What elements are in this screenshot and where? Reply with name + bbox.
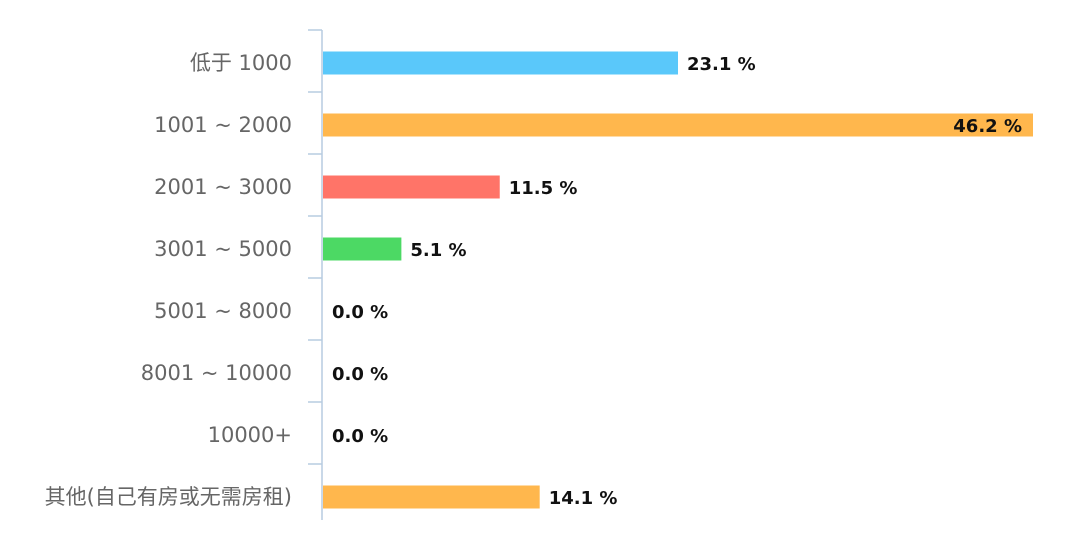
data-label: 0.0 % [332, 302, 388, 323]
bar [323, 113, 1033, 137]
bar [323, 237, 402, 261]
bars [323, 51, 1033, 509]
data-label: 23.1 % [687, 54, 756, 75]
value-labels: 23.1 % 46.2 % 11.5 % 5.1 % 0.0 % 0.0 % 0.0 % 14… [332, 54, 1022, 509]
category-label: 3001 ~ 5000 [154, 237, 292, 261]
category-axis [308, 29, 323, 520]
data-label: 0.0 % [332, 426, 388, 447]
data-label: 0.0 % [332, 364, 388, 385]
category-label: 其他(自己有房或无需房租) [45, 485, 292, 509]
data-label: 14.1 % [549, 488, 618, 509]
category-label: 低于 1000 [190, 51, 292, 75]
data-label: 5.1 % [410, 240, 466, 261]
data-label: 11.5 % [509, 178, 578, 199]
category-label: 10000+ [208, 423, 292, 447]
category-label: 5001 ~ 8000 [154, 299, 292, 323]
bar [323, 485, 540, 509]
category-label: 8001 ~ 10000 [141, 361, 292, 385]
category-label: 2001 ~ 3000 [154, 175, 292, 199]
data-label: 46.2 % [953, 116, 1022, 137]
category-labels: 低于 1000 1001 ~ 2000 2001 ~ 3000 3001 ~ 5000… [45, 51, 292, 509]
bar [323, 175, 500, 199]
category-label: 1001 ~ 2000 [154, 113, 292, 137]
bar [323, 51, 678, 75]
